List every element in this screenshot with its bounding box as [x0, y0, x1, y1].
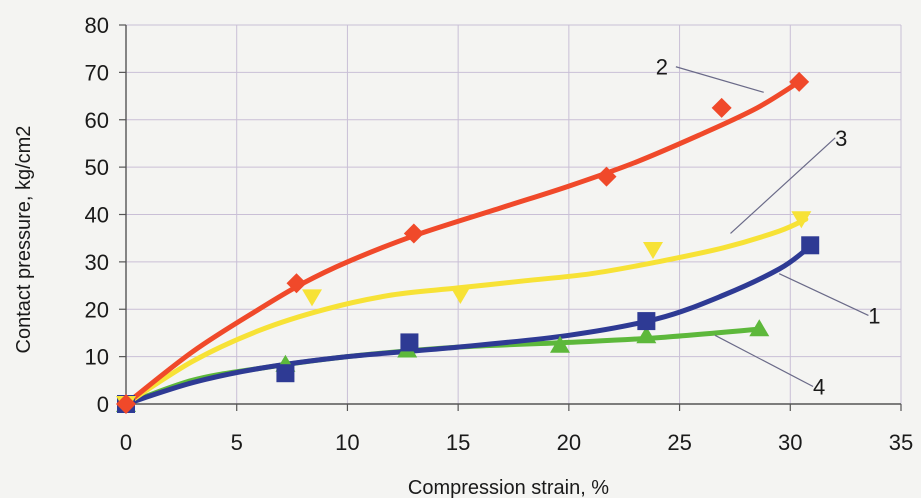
callout-leader-1	[778, 273, 869, 317]
callout-label-4: 4	[813, 375, 825, 400]
series-1-point-4	[801, 236, 820, 255]
tick-labels: 0 5 10 15 20 25 30 35 0 10 20 30 40 50 60 70 80	[85, 13, 914, 455]
series-2-point-4	[711, 97, 732, 118]
x-tick-label-30: 30	[778, 430, 802, 455]
series-1-point-2	[400, 333, 419, 352]
x-tick-label-0: 0	[120, 430, 132, 455]
series-4-point-4	[636, 326, 657, 344]
y-tick-label-30: 30	[85, 250, 109, 275]
y-tick-label-10: 10	[85, 345, 109, 370]
series-2-point-2	[403, 223, 424, 244]
x-tick-label-20: 20	[557, 430, 581, 455]
callout-label-1: 1	[868, 303, 880, 328]
callout-label-2: 2	[656, 55, 668, 80]
series-markers	[116, 71, 820, 414]
series-2-line	[123, 79, 802, 407]
x-tick-label-10: 10	[335, 430, 359, 455]
series-3-point-3	[643, 242, 663, 260]
x-tick-label-15: 15	[446, 430, 470, 455]
series-1-line	[123, 247, 809, 407]
series-3-point-4	[791, 211, 812, 229]
series-4-point-3	[550, 335, 570, 353]
series-2-point-3	[596, 166, 617, 187]
series-3-point-1	[302, 289, 322, 307]
series-callouts: 2 3 1 4	[656, 55, 881, 400]
y-tick-label-50: 50	[85, 155, 109, 180]
y-tick-label-0: 0	[97, 392, 109, 417]
x-tick-label-25: 25	[667, 430, 691, 455]
series-4-point-5	[749, 319, 770, 337]
series-curves	[123, 79, 809, 407]
y-tick-label-20: 20	[85, 297, 109, 322]
callout-label-3: 3	[835, 126, 847, 151]
y-tick-label-70: 70	[85, 60, 109, 85]
axes	[119, 24, 902, 411]
series-2-point-1	[286, 273, 307, 294]
callout-leader-2	[675, 66, 764, 93]
x-tick-label-5: 5	[231, 430, 243, 455]
series-2-point-0	[116, 394, 136, 414]
callout-leader-4	[714, 334, 814, 388]
y-tick-label-80: 80	[85, 13, 109, 38]
series-3-point-2	[450, 287, 471, 305]
x-axis-title: Compression strain, %	[408, 477, 609, 498]
y-axis-title: Contact pressure, kg/cm2	[13, 126, 35, 354]
y-tick-label-40: 40	[85, 203, 109, 228]
callout-leader-3	[730, 137, 836, 234]
x-tick-label-35: 35	[889, 430, 913, 455]
series-1-point-1	[276, 364, 295, 383]
y-tick-label-60: 60	[85, 108, 109, 133]
series-1-point-3	[637, 312, 656, 331]
series-3-line	[123, 216, 809, 407]
series-2-point-5	[789, 71, 810, 92]
